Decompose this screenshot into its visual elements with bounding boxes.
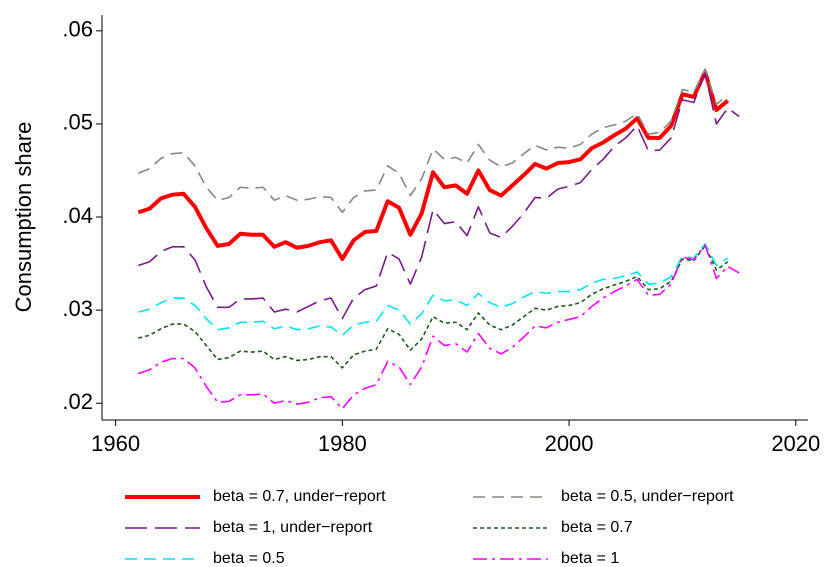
y-tick-label: .05 <box>62 110 93 135</box>
legend-label: beta = 0.5 <box>213 550 285 567</box>
series-line <box>138 244 740 410</box>
y-axis-label: Consumption share <box>11 122 36 313</box>
x-tick-label: 1980 <box>318 431 367 456</box>
series-line <box>137 69 730 261</box>
legend-label: beta = 0.7 <box>561 519 633 536</box>
legend-label: beta = 0.7, under−report <box>213 488 386 505</box>
series-line <box>137 68 729 214</box>
legend-label: beta = 1 <box>561 550 619 567</box>
x-tick-label: 2020 <box>771 431 820 456</box>
y-tick-label: .04 <box>62 203 93 228</box>
y-tick-label: .03 <box>62 296 93 321</box>
legend-label: beta = 0.5, under−report <box>561 488 734 505</box>
series-line <box>138 72 740 320</box>
x-tick-label: 2000 <box>545 431 594 456</box>
legend-label: beta = 1, under−report <box>213 519 373 536</box>
series-line <box>138 243 729 337</box>
y-tick-label: .06 <box>62 17 93 42</box>
y-tick-label: .02 <box>62 389 93 414</box>
x-tick-label: 1960 <box>91 431 140 456</box>
